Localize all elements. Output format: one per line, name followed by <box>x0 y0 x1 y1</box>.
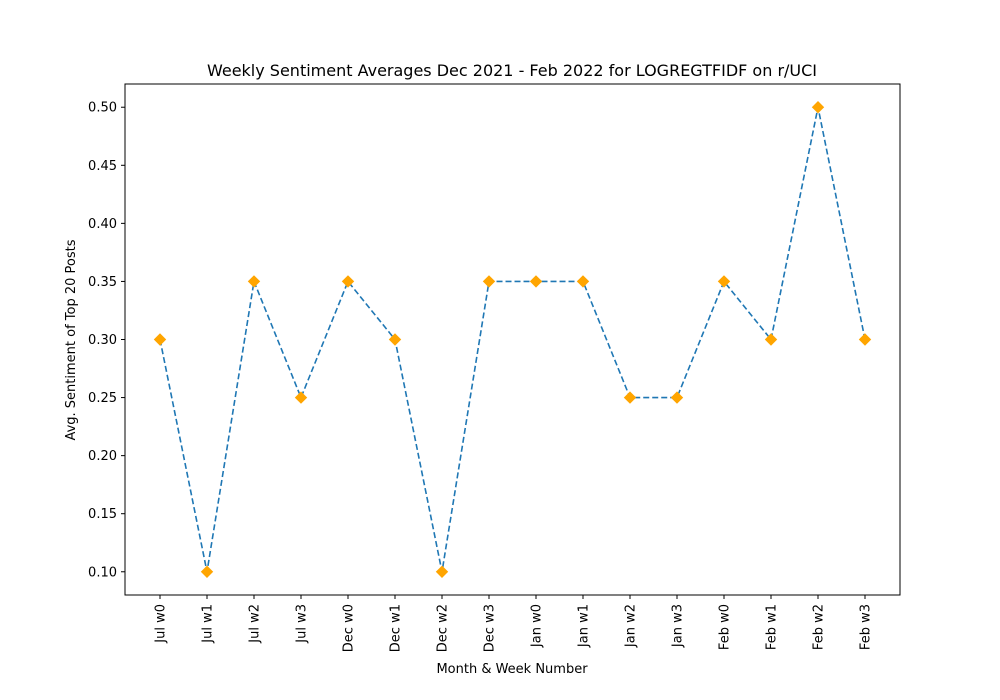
y-tick-label: 0.45 <box>88 159 117 174</box>
data-point <box>435 565 449 578</box>
data-point <box>623 391 637 404</box>
y-tick-label: 0.40 <box>88 217 117 232</box>
x-tick-label: Feb w0 <box>718 604 733 650</box>
x-axis-label: Month & Week Number <box>436 662 588 677</box>
y-tick-label: 0.50 <box>88 101 117 116</box>
x-tick-label: Jan w3 <box>671 604 686 648</box>
series-markers <box>153 101 872 578</box>
y-tick-label: 0.20 <box>88 449 117 464</box>
x-tick-label: Jul w1 <box>201 604 216 644</box>
x-tick-label: Jul w0 <box>154 604 169 644</box>
y-axis: 0.10 0.15 0.20 0.25 0.30 0.35 0.40 0.45 0.50 <box>88 101 125 580</box>
data-point <box>717 275 731 288</box>
x-axis: Jul w0 Jul w1 Jul w2 Jul w3 Dec w0 Dec w1 Dec … <box>154 595 874 652</box>
y-tick-label: 0.30 <box>88 333 117 348</box>
data-point <box>576 275 590 288</box>
x-tick-label: Dec w2 <box>436 604 451 652</box>
x-tick-label: Feb w3 <box>859 604 874 650</box>
data-point <box>388 333 402 346</box>
plot-area <box>124 83 901 596</box>
y-tick-label: 0.10 <box>88 565 117 580</box>
data-point <box>811 101 825 114</box>
data-point <box>200 565 214 578</box>
y-tick-label: 0.35 <box>88 275 117 290</box>
x-tick-label: Dec w3 <box>483 604 498 652</box>
series-line <box>159 107 866 572</box>
data-point <box>670 391 684 404</box>
x-tick-label: Jan w0 <box>530 604 545 648</box>
x-tick-label: Jul w3 <box>295 604 310 644</box>
data-point <box>247 275 261 288</box>
data-point <box>294 391 308 404</box>
data-point <box>764 333 778 346</box>
x-tick-label: Jan w2 <box>624 604 639 648</box>
data-point <box>153 333 167 346</box>
data-point <box>341 275 355 288</box>
data-point <box>482 275 496 288</box>
x-tick-label: Dec w1 <box>389 604 404 652</box>
x-tick-label: Jan w1 <box>577 604 592 648</box>
x-tick-label: Dec w0 <box>342 604 357 652</box>
data-point <box>529 275 543 288</box>
y-tick-label: 0.25 <box>88 391 117 406</box>
x-tick-label: Feb w2 <box>812 604 827 650</box>
y-axis-label: Avg. Sentiment of Top 20 Posts <box>64 239 79 440</box>
chart-title: Weekly Sentiment Averages Dec 2021 - Feb… <box>207 61 817 80</box>
x-tick-label: Feb w1 <box>765 604 780 650</box>
data-point <box>858 333 872 346</box>
y-tick-label: 0.15 <box>88 507 117 522</box>
x-tick-label: Jul w2 <box>248 604 263 644</box>
